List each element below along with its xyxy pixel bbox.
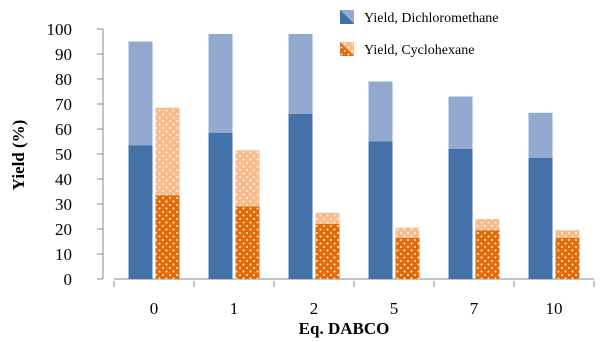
bar-upper — [208, 34, 233, 133]
bar-pattern — [315, 212, 340, 279]
bar-upper — [368, 81, 393, 142]
bar-pattern — [155, 107, 180, 279]
y-axis: 0 10 20 30 40 50 60 70 80 90 100 — [47, 20, 104, 289]
legend: Yield, Dichloromethane Yield, Cyclohexane — [340, 10, 499, 58]
x-tick-label: 7 — [470, 299, 479, 318]
bar-lower — [528, 157, 553, 279]
x-tick-label: 2 — [310, 299, 319, 318]
x-tick-label: 1 — [230, 299, 239, 318]
bar-pattern — [475, 219, 500, 279]
y-tick-label: 20 — [55, 220, 72, 239]
y-tick-label: 60 — [55, 120, 72, 139]
bars — [128, 34, 580, 279]
legend-label: Yield, Cyclohexane — [364, 43, 474, 58]
legend-swatch-pattern — [340, 42, 354, 56]
bar-pattern — [235, 150, 260, 279]
y-axis-title: Yield (%) — [9, 120, 28, 191]
bar-pattern — [555, 230, 580, 279]
y-tick-label: 80 — [55, 70, 72, 89]
y-tick-label: 10 — [55, 245, 72, 264]
bar-pattern — [395, 227, 420, 279]
bar-lower — [288, 114, 313, 279]
bar-lower — [208, 132, 233, 279]
bar-lower — [128, 145, 153, 279]
x-tick-label: 5 — [390, 299, 399, 318]
x-tick-label: 10 — [546, 299, 563, 318]
y-tick-label: 40 — [55, 170, 72, 189]
y-tick-label: 50 — [55, 145, 72, 164]
y-tick-label: 30 — [55, 195, 72, 214]
x-axis-title: Eq. DABCO — [299, 319, 390, 338]
bar-upper — [128, 41, 153, 146]
y-tick-label: 90 — [55, 45, 72, 64]
bar-upper — [448, 96, 473, 149]
legend-swatch — [340, 10, 354, 24]
bar-upper — [288, 34, 313, 114]
bar-upper — [528, 112, 553, 158]
y-tick-label: 0 — [64, 270, 73, 289]
bar-lower — [368, 141, 393, 279]
y-tick-label: 100 — [47, 20, 73, 39]
x-axis: 0 1 2 5 7 10 — [113, 278, 595, 318]
legend-label: Yield, Dichloromethane — [364, 11, 499, 26]
bar-lower — [448, 149, 473, 279]
x-tick-label: 0 — [150, 299, 159, 318]
y-tick-label: 70 — [55, 95, 72, 114]
